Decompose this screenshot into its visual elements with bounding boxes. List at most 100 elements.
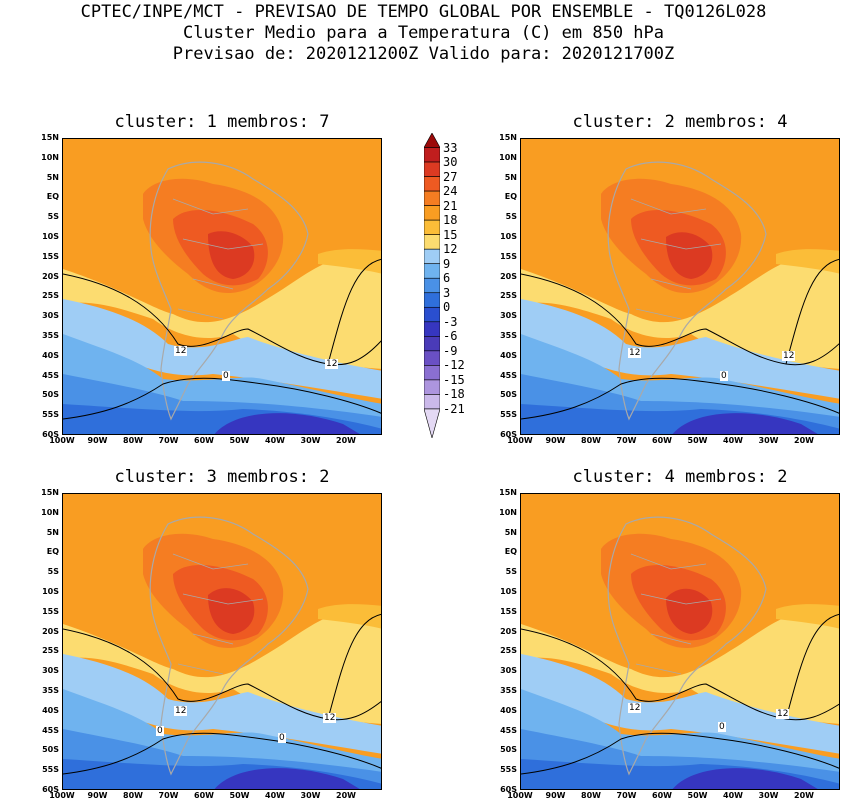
latitude-tick-label: 30S — [500, 311, 517, 321]
panel-title-4: cluster: 4 membros: 2 — [572, 467, 788, 487]
contour-label: 12 — [628, 703, 642, 713]
latitude-tick-label: EQ — [504, 547, 517, 557]
latitude-tick-label: 45S — [42, 370, 59, 380]
colorbar-segment — [424, 205, 440, 221]
latitude-tick-label: 15S — [42, 606, 59, 616]
latitude-tick-label: 35S — [500, 686, 517, 695]
latitude-tick-label: 45S — [42, 725, 59, 735]
map-panel-2 — [520, 138, 840, 435]
latitude-tick-label: 20S — [42, 271, 59, 281]
latitude-tick-label: 5S — [505, 212, 517, 222]
latitude-tick-label: 55S — [500, 765, 517, 775]
colorbar-level-label: 27 — [443, 169, 458, 184]
longitude-tick-label: 40W — [265, 791, 285, 800]
longitude-tick-label: 20W — [794, 791, 814, 800]
longitude-tick-label: 20W — [336, 791, 356, 800]
header-line-1: CPTEC/INPE/MCT - PREVISAO DE TEMPO GLOBA… — [80, 2, 767, 22]
latitude-tick-label: 30S — [500, 666, 517, 676]
latitude-tick-label: 15S — [500, 251, 517, 261]
colorbar-level-label: 30 — [443, 155, 458, 170]
colorbar-segment — [424, 176, 440, 192]
latitude-tick-label: 10N — [499, 507, 517, 517]
header-line-2: Cluster Medio para a Temperatura (C) em … — [182, 23, 665, 43]
latitude-tick-label: 15N — [41, 133, 59, 142]
map-panel-1 — [62, 138, 382, 435]
latitude-tick-label: 15S — [500, 606, 517, 616]
contour-label: 0 — [718, 722, 726, 732]
longitude-tick-label: 30W — [758, 791, 779, 800]
colorbar-segment — [424, 321, 440, 337]
longitude-tick-label: 50W — [687, 436, 708, 445]
latitude-tick-label: 5S — [47, 567, 59, 577]
longitude-tick-label: 90W — [545, 436, 566, 445]
latitude-tick-label: 15N — [499, 133, 517, 142]
colorbar-level-label: 0 — [443, 300, 451, 315]
latitude-tick-label: 50S — [42, 390, 59, 400]
latitude-tick-label: 20S — [500, 271, 517, 281]
latitude-tick-label: 5N — [504, 172, 517, 182]
longitude-tick-label: 80W — [581, 436, 601, 445]
latitude-tick-label: 25S — [42, 646, 59, 656]
colorbar-segment — [424, 365, 440, 381]
longitude-tick-label: 60W — [194, 791, 214, 800]
colorbar-level-label: 15 — [443, 227, 458, 242]
panel-title-1: cluster: 1 membros: 7 — [114, 112, 330, 132]
latitude-tick-label: 50S — [500, 745, 517, 755]
colorbar-level-label: -18 — [443, 387, 465, 402]
latitude-tick-label: 40S — [42, 705, 59, 715]
colorbar-level-label: -12 — [443, 358, 465, 373]
latitude-tick-label: 20S — [42, 626, 59, 636]
colorbar-segment — [424, 292, 440, 308]
contour-label: 12 — [628, 348, 642, 358]
longitude-tick-label: 90W — [545, 791, 566, 800]
longitude-tick-label: 100W — [507, 791, 533, 800]
latitude-tick-label: 15N — [499, 488, 517, 497]
contour-label: 0 — [222, 371, 230, 381]
colorbar-segment — [424, 277, 440, 294]
contour-label: 0 — [156, 726, 164, 736]
latitude-tick-label: 25S — [500, 646, 517, 656]
latitude-tick-label: 50S — [42, 745, 59, 755]
longitude-tick-label: 20W — [794, 436, 814, 445]
latitude-tick-label: 30S — [42, 666, 59, 676]
latitude-tick-label: 5S — [47, 212, 59, 222]
longitude-tick-label: 80W — [581, 791, 601, 800]
colorbar-segment — [424, 408, 440, 438]
longitude-tick-label: 20W — [336, 436, 356, 445]
latitude-tick-label: 55S — [500, 410, 517, 420]
colorbar-segment — [424, 336, 440, 352]
latitude-tick-label: 15N — [41, 488, 59, 497]
colorbar-level-label: -9 — [443, 343, 458, 358]
colorbar-segment — [424, 161, 440, 177]
longitude-tick-label: 60W — [652, 436, 672, 445]
latitude-tick-label: 5N — [46, 172, 59, 182]
latitude-tick-label: 10N — [41, 507, 59, 517]
colorbar-level-label: -3 — [443, 314, 458, 329]
temperature-field-4 — [521, 494, 839, 789]
latitude-tick-label: 60S — [500, 430, 517, 439]
longitude-tick-label: 90W — [87, 791, 108, 800]
latitude-tick-label: 35S — [42, 331, 59, 340]
latitude-tick-label: EQ — [504, 192, 517, 202]
longitude-tick-label: 40W — [723, 791, 743, 800]
longitude-tick-label: 40W — [723, 436, 743, 445]
colorbar-level-label: -15 — [443, 372, 465, 387]
latitude-tick-label: 5S — [505, 567, 517, 577]
latitude-tick-label: 60S — [42, 785, 59, 794]
latitude-tick-label: 40S — [42, 350, 59, 360]
temperature-field-3 — [63, 494, 381, 789]
contour-label: 12 — [174, 706, 188, 716]
longitude-tick-label: 100W — [49, 791, 75, 800]
colorbar-level-label: 18 — [443, 213, 458, 228]
colorbar-level-label: -21 — [443, 401, 465, 416]
latitude-tick-label: 55S — [42, 765, 59, 775]
latitude-tick-label: 10S — [42, 587, 59, 596]
colorbar-segment — [424, 350, 440, 366]
colorbar-level-label: 6 — [443, 271, 451, 286]
latitude-tick-label: 10S — [500, 587, 517, 596]
latitude-tick-label: 60S — [500, 785, 517, 794]
latitude-tick-label: 10N — [41, 152, 59, 162]
latitude-tick-label: 60S — [42, 430, 59, 439]
longitude-tick-label: 70W — [158, 791, 179, 800]
latitude-tick-label: 50S — [500, 390, 517, 400]
